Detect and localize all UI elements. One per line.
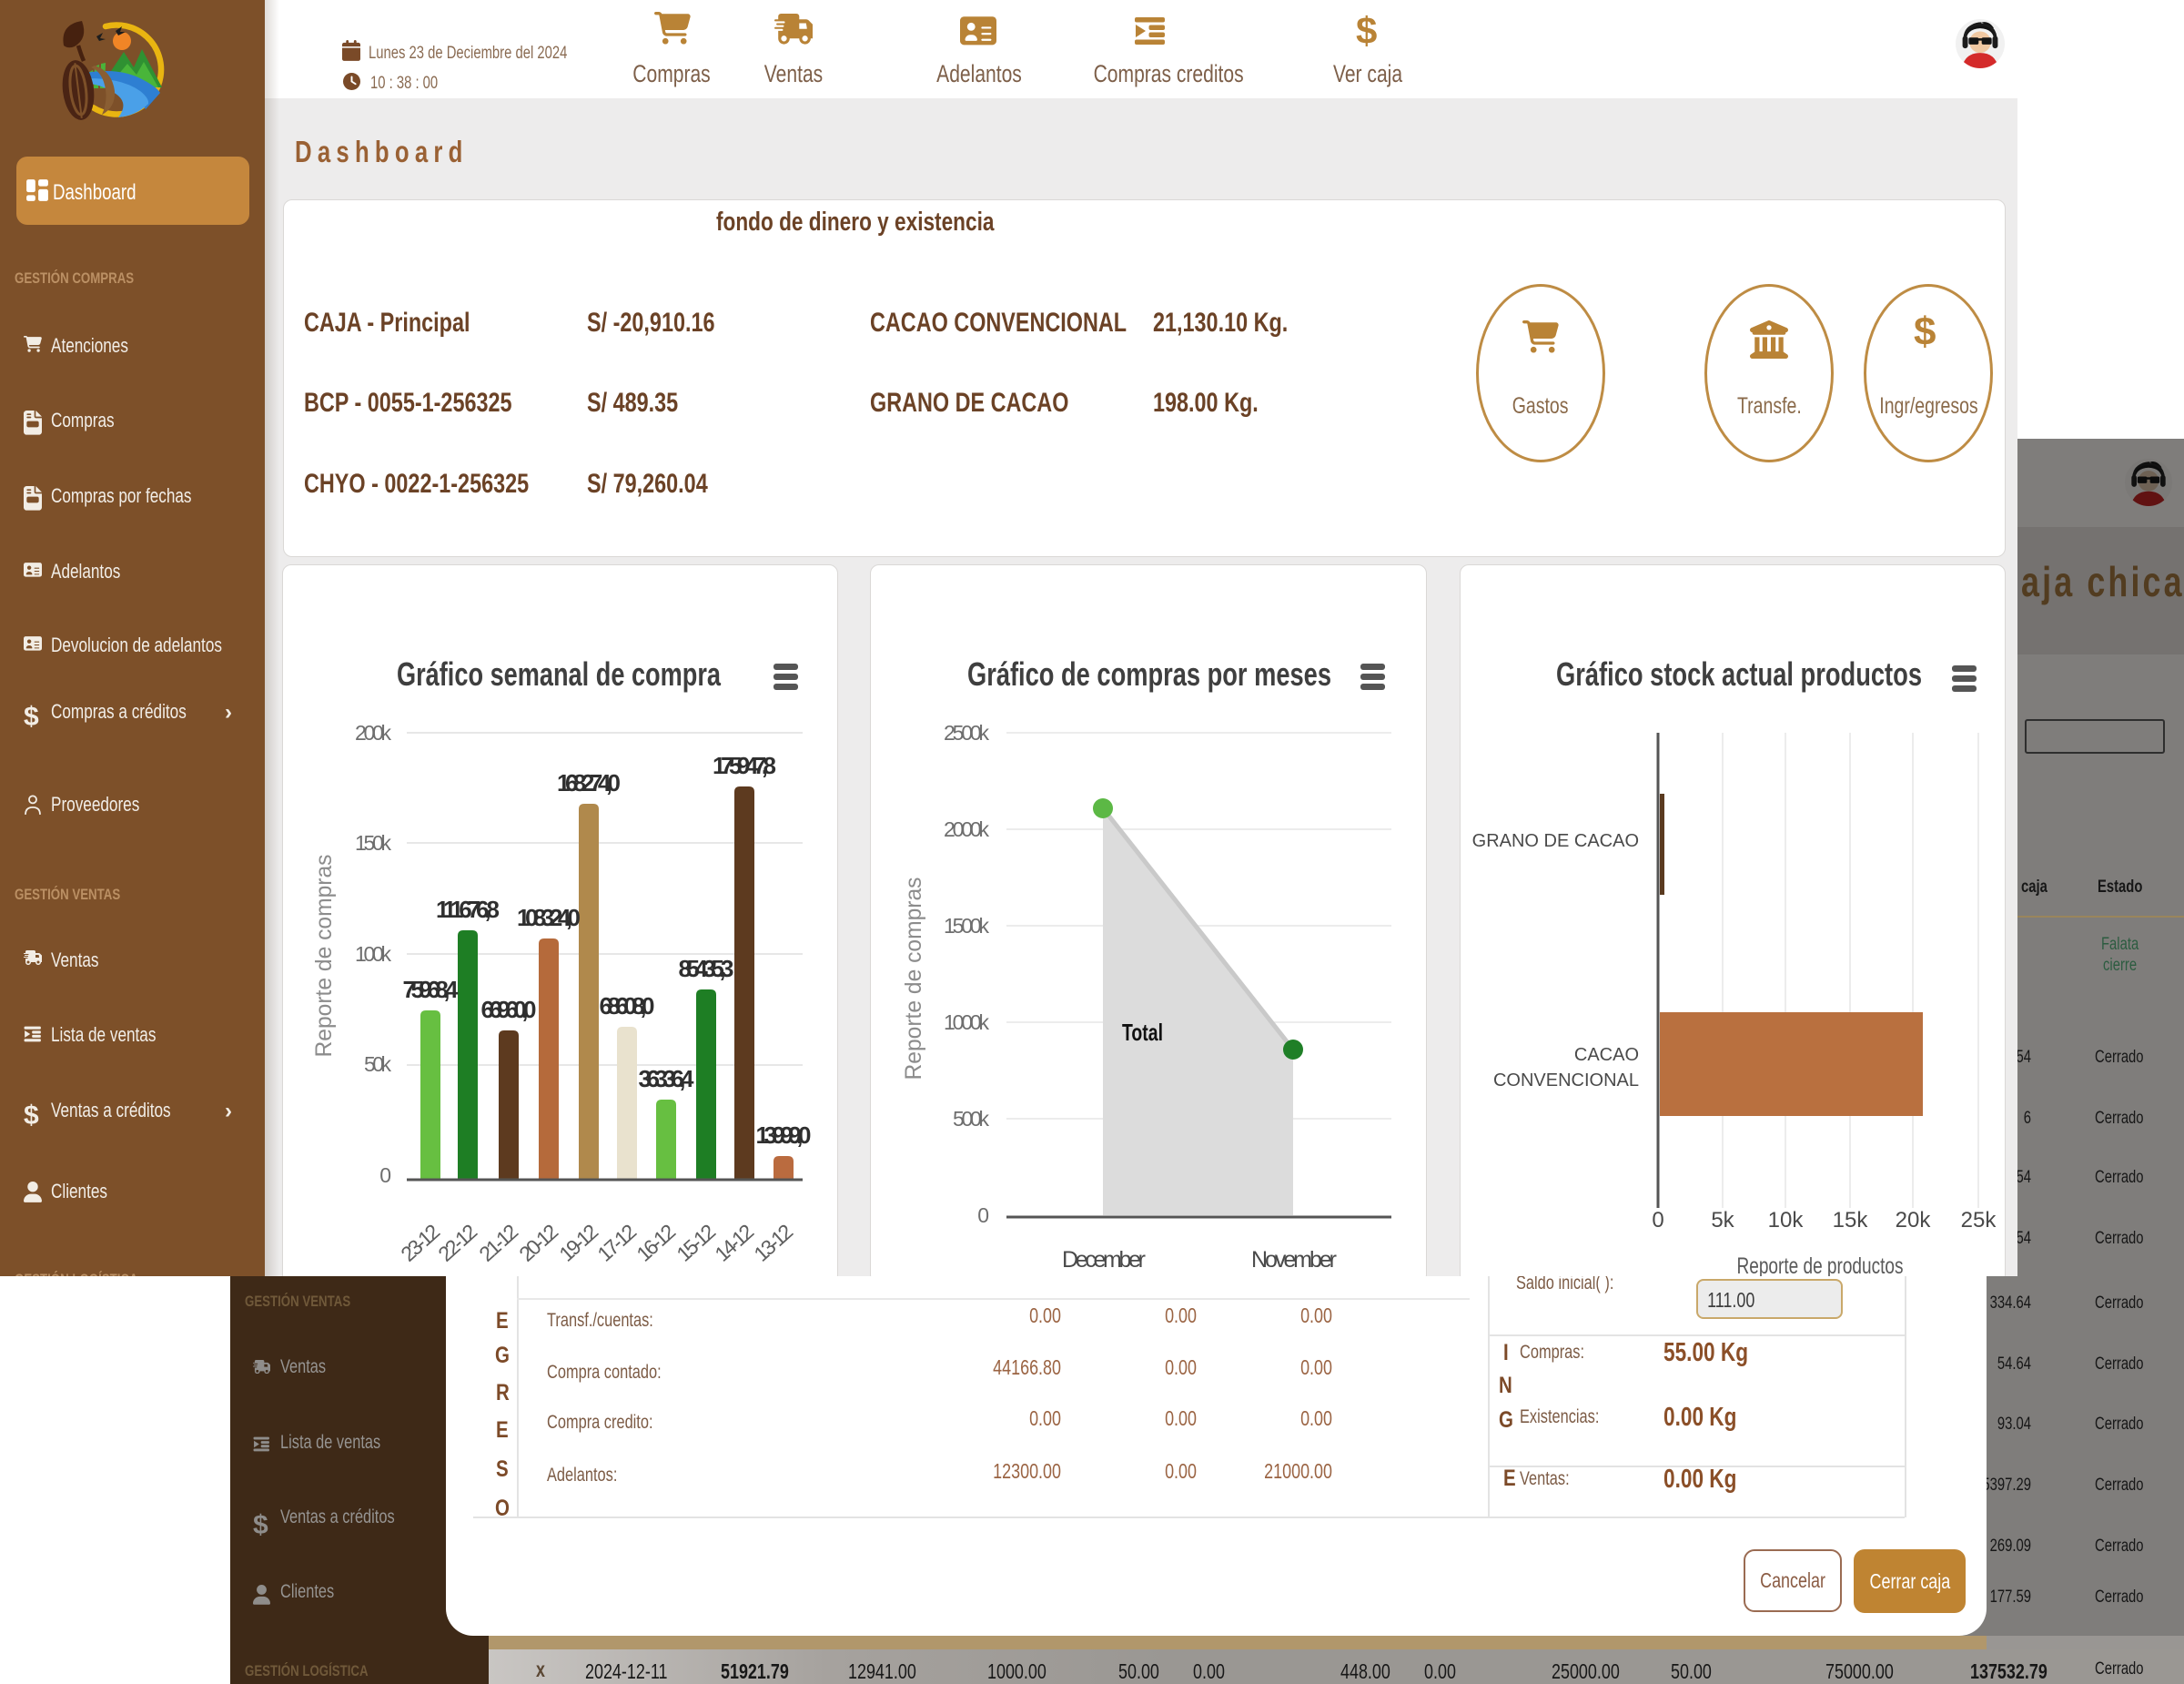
svg-text:16-12: 16-12 xyxy=(632,1219,680,1265)
svg-text:21-12: 21-12 xyxy=(474,1219,522,1265)
svg-text:Reporte de compras: Reporte de compras xyxy=(901,878,926,1080)
svg-text:December: December xyxy=(1062,1247,1146,1273)
svg-text:150k: 150k xyxy=(355,831,392,855)
svg-text:5k: 5k xyxy=(1711,1208,1734,1233)
svg-text:2000k: 2000k xyxy=(944,817,990,841)
svg-text:Total: Total xyxy=(1122,1019,1163,1046)
svg-text:13-12: 13-12 xyxy=(749,1219,797,1265)
svg-text:CONVENCIONAL: CONVENCIONAL xyxy=(1493,1070,1639,1091)
svg-text:100k: 100k xyxy=(355,942,392,966)
svg-text:20k: 20k xyxy=(1896,1208,1932,1233)
svg-text:Reporte de productos: Reporte de productos xyxy=(1737,1253,1904,1276)
svg-text:111676,8: 111676,8 xyxy=(436,896,500,923)
svg-text:14-12: 14-12 xyxy=(710,1219,758,1265)
svg-text:2500k: 2500k xyxy=(944,721,990,745)
svg-text:Reporte de compras: Reporte de compras xyxy=(311,855,337,1058)
svg-text:108324,0: 108324,0 xyxy=(517,904,581,931)
svg-text:15k: 15k xyxy=(1833,1208,1869,1233)
svg-text:0: 0 xyxy=(1652,1208,1663,1233)
svg-text:68608,0: 68608,0 xyxy=(600,992,655,1020)
svg-text:10k: 10k xyxy=(1768,1208,1805,1233)
svg-text:CACAO: CACAO xyxy=(1574,1045,1639,1065)
svg-text:66960,0: 66960,0 xyxy=(481,996,537,1023)
svg-text:20-12: 20-12 xyxy=(514,1219,562,1265)
svg-text:0: 0 xyxy=(977,1203,989,1227)
svg-text:36336,4: 36336,4 xyxy=(639,1065,695,1092)
svg-text:0: 0 xyxy=(379,1163,391,1187)
svg-text:168274,0: 168274,0 xyxy=(557,769,621,796)
svg-text:85435,3: 85435,3 xyxy=(679,955,734,982)
svg-text:1500k: 1500k xyxy=(944,914,990,938)
svg-text:50k: 50k xyxy=(364,1052,392,1076)
svg-text:Gráfico semanal de compra: Gráfico semanal de compra xyxy=(397,655,722,693)
svg-text:200k: 200k xyxy=(355,721,392,745)
svg-text:19-12: 19-12 xyxy=(554,1219,602,1265)
svg-text:75968,4: 75968,4 xyxy=(403,976,460,1003)
svg-text:Gráfico de compras por meses: Gráfico de compras por meses xyxy=(967,655,1331,693)
svg-text:1000k: 1000k xyxy=(944,1010,990,1034)
svg-text:25k: 25k xyxy=(1961,1208,1997,1233)
svg-text:22-12: 22-12 xyxy=(433,1219,481,1265)
svg-text:13999,0: 13999,0 xyxy=(756,1121,812,1149)
svg-text:175947,8: 175947,8 xyxy=(713,752,776,779)
svg-text:November: November xyxy=(1251,1247,1337,1273)
svg-text:17-12: 17-12 xyxy=(592,1219,641,1265)
svg-text:23-12: 23-12 xyxy=(396,1219,444,1265)
svg-text:500k: 500k xyxy=(953,1107,990,1131)
svg-text:GRANO DE CACAO: GRANO DE CACAO xyxy=(1472,831,1639,851)
svg-text:15-12: 15-12 xyxy=(672,1219,720,1265)
svg-text:Gráfico stock actual productos: Gráfico stock actual productos xyxy=(1556,655,1922,693)
